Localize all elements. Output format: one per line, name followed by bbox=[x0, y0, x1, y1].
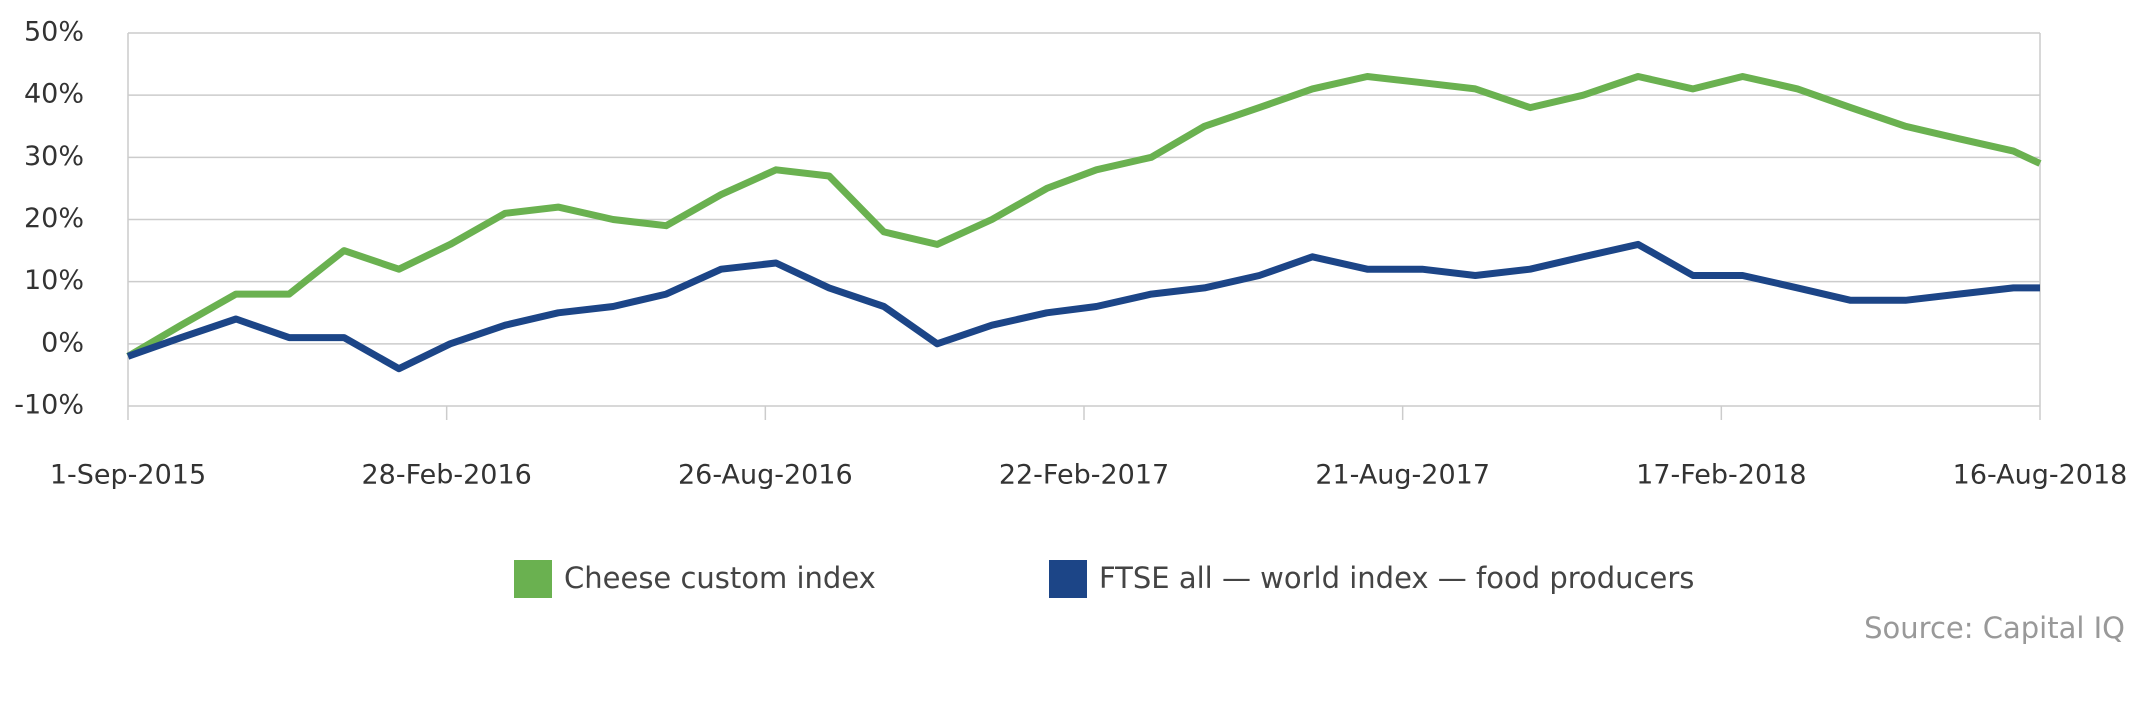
x-tick-label: 21-Aug-2017 bbox=[1315, 460, 1490, 491]
y-tick-label: -10% bbox=[14, 390, 84, 421]
source: Source: Capital IQ bbox=[1864, 611, 2125, 645]
legend-swatch bbox=[1049, 560, 1087, 598]
x-tick-label: 22-Feb-2017 bbox=[999, 460, 1169, 491]
x-tick-label: 16-Aug-2018 bbox=[1953, 460, 2128, 491]
x-tick-label: 28-Feb-2016 bbox=[361, 460, 531, 491]
y-tick-label: 20% bbox=[24, 203, 84, 234]
legend-label: Cheese custom index bbox=[564, 561, 876, 595]
x-tick-label: 17-Feb-2018 bbox=[1636, 460, 1806, 491]
series-line bbox=[126, 73, 2042, 360]
series-line bbox=[126, 240, 2040, 373]
y-tick-label: 0% bbox=[41, 327, 84, 358]
y-tick-label: 10% bbox=[24, 265, 84, 296]
y-tick-label: 50% bbox=[24, 17, 84, 48]
x-tick-label: 1-Sep-2015 bbox=[50, 460, 206, 491]
legend-swatch bbox=[514, 560, 552, 598]
x-tick-label: 26-Aug-2016 bbox=[678, 460, 853, 491]
legend-label: FTSE all — world index — food producers bbox=[1099, 561, 1694, 595]
y-tick-label: 40% bbox=[24, 79, 84, 110]
y-tick-label: 30% bbox=[24, 141, 84, 172]
